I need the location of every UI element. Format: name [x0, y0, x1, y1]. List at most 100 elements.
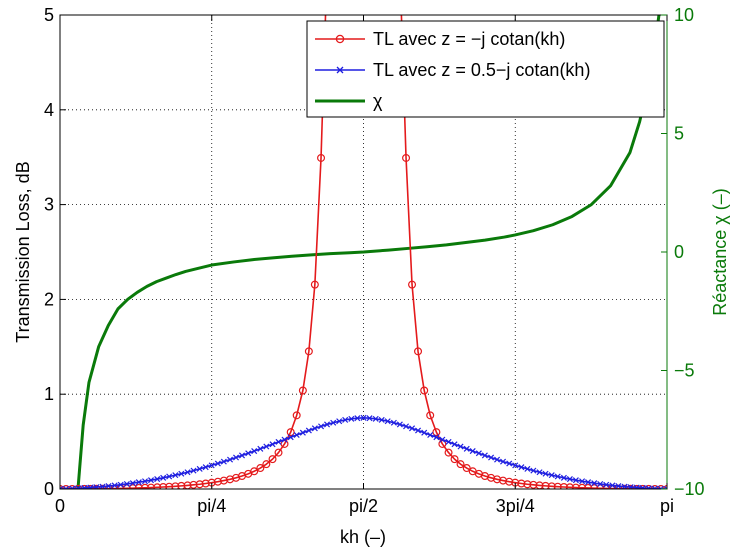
data-point-stroke [76, 485, 82, 489]
data-point [578, 483, 587, 489]
data-point-stroke [269, 441, 276, 448]
data-point [184, 469, 191, 476]
data-point-stroke [82, 484, 88, 489]
data-point [585, 479, 592, 486]
data-point [195, 480, 204, 489]
data-point-stroke [585, 479, 592, 486]
data-point [293, 431, 300, 438]
legend-box [306, 20, 665, 118]
data-point-stroke [123, 480, 130, 487]
legend-marker [335, 34, 345, 44]
data-point-stroke [354, 415, 361, 422]
data-point [603, 481, 610, 488]
data-point [238, 452, 246, 459]
data-point-stroke [451, 441, 458, 448]
data-point [463, 445, 470, 452]
x-axis-label: kh (–) [340, 527, 386, 547]
data-point-stroke [184, 469, 191, 476]
data-point-stroke [548, 472, 555, 479]
data-point [517, 479, 526, 488]
data-point [523, 480, 532, 489]
data-point [61, 485, 70, 489]
data-point-stroke [488, 454, 495, 461]
data-point-stroke [135, 479, 142, 486]
data-point-stroke [579, 478, 586, 485]
data-point-stroke [512, 462, 519, 469]
data-point-stroke [129, 480, 136, 487]
data-point [318, 423, 325, 430]
data-point [462, 464, 471, 473]
y2-tick-label: 10 [674, 5, 694, 25]
data-point [196, 465, 203, 472]
data-point [220, 458, 227, 465]
data-point [256, 464, 265, 473]
data-point [141, 483, 150, 489]
data-point-stroke [560, 474, 567, 481]
data-point-stroke [287, 434, 294, 441]
data-point-stroke [60, 485, 64, 489]
data-point [493, 475, 502, 484]
data-point [68, 485, 77, 489]
data-point [450, 455, 459, 464]
data-point [250, 467, 259, 476]
data-point-stroke [275, 438, 282, 445]
data-point-stroke [390, 419, 397, 426]
data-point-stroke [403, 423, 410, 430]
data-point-stroke [251, 448, 258, 455]
data-point-stroke [494, 456, 501, 463]
data-point [421, 429, 428, 436]
data-point [414, 347, 423, 356]
data-point [160, 474, 167, 481]
data-point-stroke [603, 481, 610, 488]
y-tick-label: 0 [44, 479, 54, 499]
data-point [645, 485, 652, 489]
data-point-stroke [591, 480, 598, 487]
data-point [227, 456, 234, 463]
data-point-stroke [597, 480, 604, 487]
data-point [366, 415, 373, 422]
data-point [171, 482, 180, 489]
data-point-stroke [220, 458, 227, 465]
data-point-stroke [378, 416, 385, 423]
data-point [547, 482, 556, 489]
data-point [396, 421, 403, 428]
data-point-stroke [415, 427, 422, 434]
data-point [590, 484, 599, 489]
y2-axis-label: Réactance χ (–) [710, 188, 730, 316]
data-point-stroke [609, 482, 616, 489]
data-point [262, 460, 271, 469]
data-point [305, 427, 312, 434]
y-tick-label: 2 [44, 289, 54, 309]
data-point [310, 280, 319, 289]
data-point [445, 438, 452, 445]
data-point-stroke [542, 470, 549, 477]
data-point [542, 470, 549, 477]
data-point [444, 448, 453, 457]
data-point [275, 438, 282, 445]
data-point [420, 386, 429, 395]
data-point-stroke [433, 434, 440, 441]
data-point [298, 386, 307, 395]
x-tick-label: 0 [55, 496, 65, 516]
data-point [323, 421, 331, 428]
legend-marker [336, 66, 344, 74]
data-point-stroke [263, 443, 270, 450]
data-point-stroke [88, 484, 94, 489]
data-point [439, 436, 446, 443]
data-point-stroke [445, 438, 452, 445]
data-point [384, 418, 391, 425]
data-point [263, 443, 270, 450]
data-point [117, 481, 124, 488]
data-point [292, 411, 301, 420]
data-point-stroke [214, 460, 221, 467]
data-point-stroke [160, 474, 167, 481]
data-point [639, 484, 646, 489]
data-point [402, 153, 411, 162]
data-point [105, 483, 112, 489]
data-point-stroke [293, 431, 300, 438]
data-point-stroke [190, 467, 197, 474]
data-point-stroke [463, 445, 470, 452]
data-point [147, 477, 155, 484]
data-point-stroke [330, 419, 337, 426]
data-point [505, 477, 514, 486]
